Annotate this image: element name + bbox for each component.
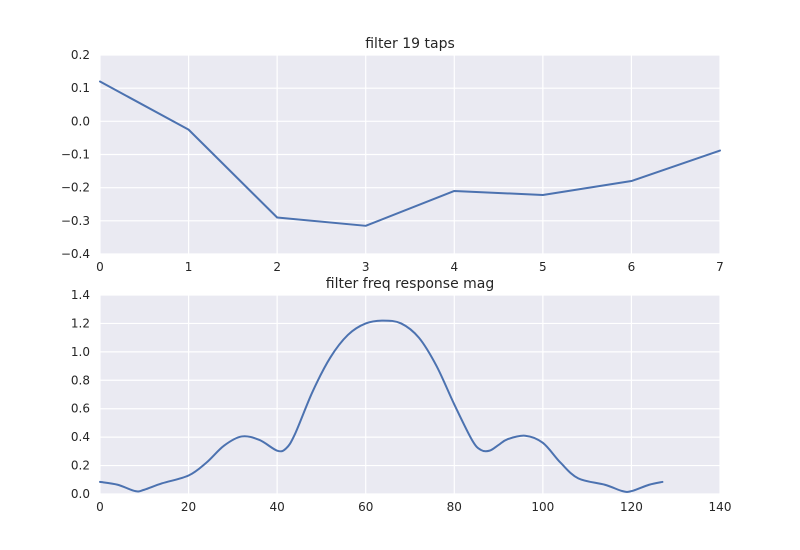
series-line (99, 80, 721, 227)
series (99, 80, 721, 227)
chart-filter-taps: 0 1 2 3 4 5 6 7 −0.4 −0.3 −0.2 −0.1 0.0 0.1 0.2 filte… (61, 36, 724, 274)
y-tick-label: 1.4 (71, 288, 90, 302)
y-tick-label: 0.2 (71, 459, 90, 473)
x-tick-label: 6 (628, 260, 636, 274)
y-tick-label: 0.2 (71, 48, 90, 62)
x-tick-label: 2 (273, 260, 281, 274)
y-tick-label: 0.4 (71, 430, 90, 444)
chart-freq-response: 0 20 40 60 80 100 120 140 0.0 0.2 0.4 0.6 0.8 1.0 1.2… (71, 276, 732, 514)
y-tick-label: −0.4 (61, 247, 90, 261)
y-tick-label: 1.0 (71, 345, 90, 359)
y-tick-label: −0.3 (61, 214, 90, 228)
y-axis-ticks: 0.0 0.2 0.4 0.6 0.8 1.0 1.2 1.4 (71, 288, 90, 501)
x-tick-label: 0 (96, 500, 104, 514)
x-tick-label: 80 (447, 500, 462, 514)
x-tick-label: 140 (709, 500, 732, 514)
y-tick-label: 0.8 (71, 373, 90, 387)
y-tick-label: 0.0 (71, 487, 90, 501)
plot-area (100, 295, 720, 494)
chart-title: filter freq response mag (326, 276, 495, 292)
y-tick-label: −0.2 (61, 181, 90, 195)
series (99, 319, 664, 493)
x-tick-label: 1 (185, 260, 193, 274)
grid (99, 54, 721, 255)
y-tick-label: −0.1 (61, 148, 90, 162)
x-tick-label: 20 (181, 500, 196, 514)
x-tick-label: 60 (358, 500, 373, 514)
chart-title: filter 19 taps (365, 36, 455, 52)
x-tick-label: 40 (270, 500, 285, 514)
series-line (99, 319, 664, 493)
x-tick-label: 100 (531, 500, 554, 514)
x-tick-label: 3 (362, 260, 370, 274)
y-tick-label: 0.1 (71, 81, 90, 95)
y-tick-label: 1.2 (71, 316, 90, 330)
y-axis-ticks: −0.4 −0.3 −0.2 −0.1 0.0 0.1 0.2 (61, 48, 90, 261)
x-tick-label: 120 (620, 500, 643, 514)
x-tick-label: 0 (96, 260, 104, 274)
y-tick-label: 0.0 (71, 114, 90, 128)
x-tick-label: 4 (450, 260, 458, 274)
grid (99, 294, 721, 495)
y-tick-label: 0.6 (71, 402, 90, 416)
x-axis-ticks: 0 1 2 3 4 5 6 7 (96, 260, 724, 274)
x-tick-label: 5 (539, 260, 547, 274)
x-axis-ticks: 0 20 40 60 80 100 120 140 (96, 500, 731, 514)
x-tick-label: 7 (716, 260, 724, 274)
